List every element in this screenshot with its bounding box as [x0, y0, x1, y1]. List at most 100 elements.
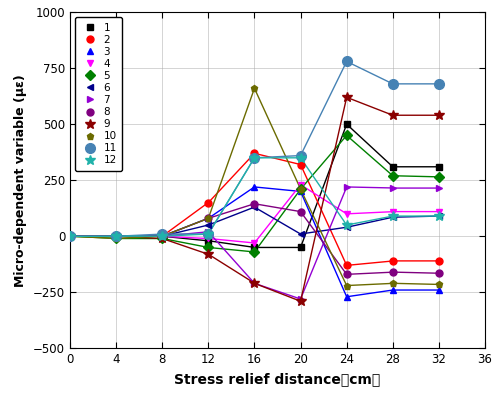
X-axis label: Stress relief distance（cm）: Stress relief distance（cm） — [174, 372, 380, 386]
Line: 6: 6 — [66, 204, 442, 240]
4 — [206, 236, 212, 241]
12 — [390, 214, 396, 219]
1 — [298, 245, 304, 250]
5 — [298, 187, 304, 192]
8 — [390, 270, 396, 275]
6 — [67, 234, 73, 239]
10 — [159, 234, 165, 239]
12 — [298, 156, 304, 160]
8 — [67, 234, 73, 239]
Y-axis label: Micro-dependent variable (με): Micro-dependent variable (με) — [14, 74, 28, 287]
11 — [206, 232, 212, 237]
Line: 4: 4 — [66, 181, 442, 247]
5 — [159, 236, 165, 241]
10 — [67, 234, 73, 239]
1 — [159, 234, 165, 239]
3 — [67, 234, 73, 239]
9 — [206, 252, 212, 257]
6 — [113, 234, 119, 239]
2 — [159, 234, 165, 239]
4 — [159, 234, 165, 239]
Line: 5: 5 — [66, 132, 442, 256]
6 — [159, 234, 165, 239]
6 — [344, 225, 349, 230]
9 — [436, 113, 442, 118]
4 — [436, 209, 442, 214]
Line: 12: 12 — [65, 153, 444, 241]
3 — [298, 189, 304, 194]
8 — [113, 234, 119, 239]
10 — [252, 86, 258, 91]
11 — [252, 156, 258, 160]
5 — [206, 245, 212, 250]
2 — [206, 200, 212, 205]
1 — [206, 238, 212, 243]
4 — [344, 211, 349, 216]
6 — [298, 232, 304, 237]
4 — [298, 182, 304, 187]
1 — [113, 234, 119, 239]
9 — [344, 95, 349, 100]
12 — [113, 234, 119, 239]
Line: 8: 8 — [66, 200, 442, 278]
9 — [390, 113, 396, 118]
Line: 1: 1 — [66, 121, 442, 251]
1 — [67, 234, 73, 239]
5 — [252, 249, 258, 254]
7 — [344, 185, 349, 190]
10 — [298, 187, 304, 192]
11 — [390, 81, 396, 86]
4 — [113, 234, 119, 239]
8 — [159, 234, 165, 239]
3 — [113, 234, 119, 239]
8 — [298, 209, 304, 214]
Line: 10: 10 — [66, 85, 442, 289]
2 — [252, 151, 258, 156]
9 — [252, 281, 258, 286]
12 — [67, 234, 73, 239]
7 — [436, 185, 442, 190]
12 — [436, 214, 442, 219]
2 — [113, 234, 119, 239]
3 — [344, 294, 349, 299]
6 — [390, 215, 396, 220]
3 — [390, 288, 396, 292]
1 — [436, 164, 442, 169]
10 — [344, 283, 349, 288]
Line: 11: 11 — [65, 57, 444, 241]
12 — [344, 223, 349, 228]
10 — [390, 281, 396, 286]
4 — [390, 209, 396, 214]
11 — [67, 234, 73, 239]
11 — [436, 81, 442, 86]
1 — [252, 245, 258, 250]
2 — [436, 258, 442, 263]
3 — [159, 234, 165, 239]
1 — [390, 164, 396, 169]
Legend: 1, 2, 3, 4, 5, 6, 7, 8, 9, 10, 11, 12: 1, 2, 3, 4, 5, 6, 7, 8, 9, 10, 11, 12 — [75, 17, 122, 171]
Line: 9: 9 — [65, 92, 444, 306]
Line: 7: 7 — [66, 183, 442, 303]
8 — [436, 271, 442, 276]
3 — [252, 185, 258, 190]
9 — [159, 236, 165, 241]
11 — [344, 59, 349, 64]
6 — [206, 223, 212, 228]
2 — [67, 234, 73, 239]
12 — [252, 156, 258, 160]
2 — [390, 258, 396, 263]
8 — [344, 272, 349, 277]
10 — [436, 282, 442, 287]
7 — [113, 234, 119, 239]
Line: 3: 3 — [66, 183, 442, 300]
3 — [206, 216, 212, 221]
6 — [436, 214, 442, 219]
Line: 2: 2 — [66, 150, 442, 269]
11 — [159, 232, 165, 237]
7 — [206, 229, 212, 234]
4 — [252, 241, 258, 245]
5 — [67, 234, 73, 239]
7 — [390, 185, 396, 190]
2 — [344, 263, 349, 268]
7 — [252, 281, 258, 286]
